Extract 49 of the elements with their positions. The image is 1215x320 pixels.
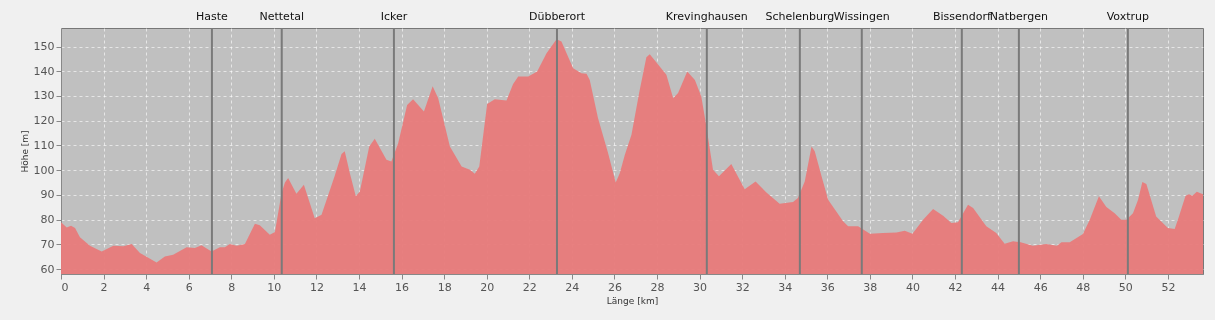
ref-line-label: Haste	[196, 10, 229, 23]
x-tick-label: 24	[565, 280, 580, 294]
x-tick-label: 36	[820, 280, 835, 294]
ref-line-label: Schelenburg	[765, 10, 835, 23]
x-tick-label: 20	[480, 280, 495, 294]
x-tick-label: 50	[1118, 280, 1133, 294]
ref-line-label: Natbergen	[989, 10, 1048, 23]
x-tick-label: 2	[100, 280, 108, 294]
x-tick-label: 32	[735, 280, 750, 294]
x-tick-label: 38	[863, 280, 878, 294]
y-tick-label: 90	[40, 188, 55, 202]
ref-line-label: Icker	[380, 10, 408, 23]
ref-line-label: Krevinghausen	[665, 10, 748, 23]
y-tick-label: 100	[33, 163, 55, 177]
x-tick-label: 46	[1033, 280, 1048, 294]
x-tick-label: 30	[693, 280, 708, 294]
x-tick-label: 26	[607, 280, 622, 294]
y-tick-label: 130	[33, 89, 55, 103]
x-tick-label: 48	[1076, 280, 1091, 294]
x-tick-label: 34	[778, 280, 793, 294]
x-tick-label: 22	[522, 280, 537, 294]
ref-line-label: Voxtrup	[1106, 10, 1150, 23]
ref-line-label: Nettetal	[259, 10, 304, 23]
x-tick-label: 0	[61, 280, 69, 294]
y-tick-label: 70	[40, 237, 55, 251]
x-tick-label: 12	[309, 280, 324, 294]
y-tick-label: 120	[33, 114, 55, 128]
y-tick-label: 140	[33, 64, 55, 78]
x-tick-label: 52	[1161, 280, 1176, 294]
x-tick-label: 44	[991, 280, 1006, 294]
x-tick-label: 28	[650, 280, 665, 294]
ref-line-label: Bissendorf	[932, 10, 992, 23]
x-tick-label: 14	[352, 280, 367, 294]
y-tick-label: 150	[33, 40, 55, 54]
y-tick-label: 110	[33, 138, 55, 152]
x-tick-label: 10	[267, 280, 282, 294]
y-tick-label: 60	[40, 262, 55, 276]
x-tick-label: 8	[228, 280, 236, 294]
x-tick-label: 18	[437, 280, 452, 294]
ref-line-label: Dübberort	[528, 10, 586, 23]
x-axis-title: Länge [km]	[606, 295, 659, 306]
x-tick-label: 4	[143, 280, 151, 294]
ref-line-label: Wissingen	[833, 10, 890, 23]
x-tick-label: 40	[905, 280, 920, 294]
y-tick-label: 80	[40, 213, 55, 227]
y-axis-title: Höhe [m]	[19, 130, 30, 173]
x-tick-label: 6	[185, 280, 193, 294]
x-tick-label: 42	[948, 280, 963, 294]
x-tick-label: 16	[395, 280, 410, 294]
